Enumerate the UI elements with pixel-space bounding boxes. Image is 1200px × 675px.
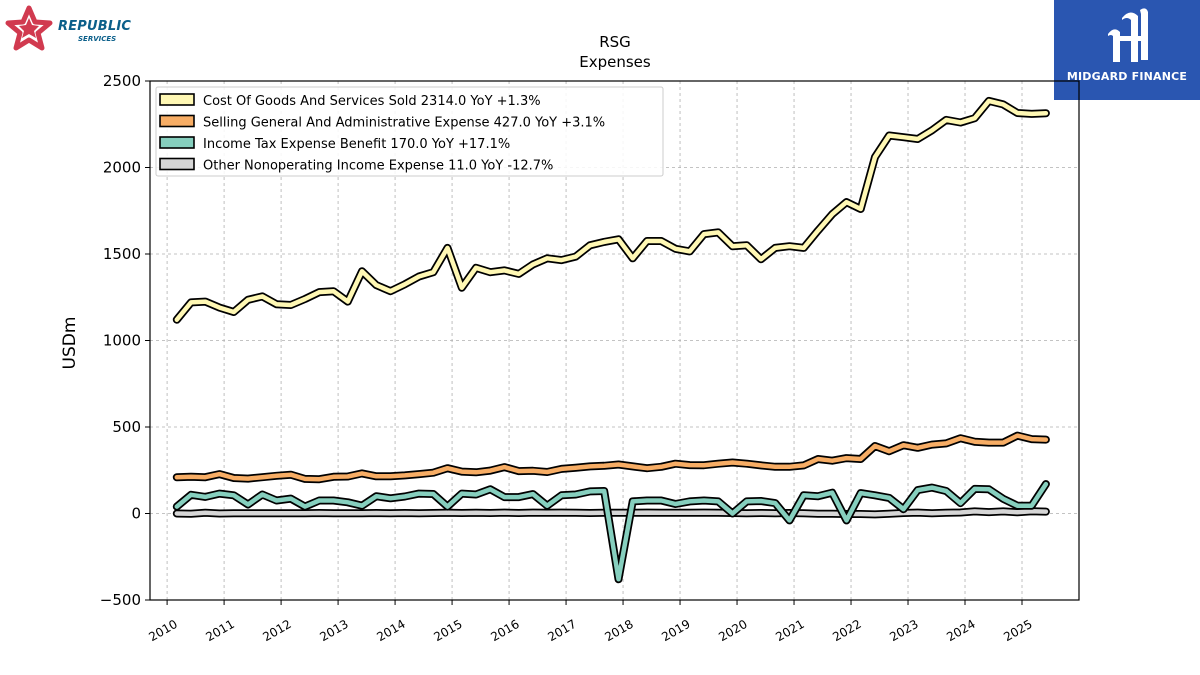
y-tick-label: 2000 bbox=[103, 159, 141, 177]
x-tick-label: 2011 bbox=[203, 617, 236, 644]
series-lines bbox=[172, 96, 1050, 584]
x-tick-label: 2016 bbox=[488, 617, 521, 644]
star-logo-icon bbox=[5, 5, 53, 51]
y-tick-label: 1500 bbox=[103, 245, 141, 263]
legend-swatch bbox=[159, 93, 195, 106]
series-line bbox=[174, 98, 1049, 322]
legend: Cost Of Goods And Services Sold 2314.0 Y… bbox=[155, 86, 664, 177]
y-tick-label: −500 bbox=[100, 591, 141, 609]
y-axis-label: USDm bbox=[60, 317, 80, 370]
x-tick-label: 2020 bbox=[716, 617, 749, 644]
midgard-finance-watermark: MIDGARD FINANCE bbox=[1054, 0, 1200, 100]
legend-label: Other Nonoperating Income Expense 11.0 Y… bbox=[203, 159, 553, 174]
brand-name: REPUBLIC bbox=[58, 19, 132, 34]
x-tick-label: 2010 bbox=[146, 617, 179, 644]
x-tick-label: 2012 bbox=[260, 617, 293, 644]
x-tick-label: 2015 bbox=[431, 617, 464, 644]
y-tick-label: 2500 bbox=[103, 72, 141, 90]
y-tick-label: 1000 bbox=[103, 332, 141, 350]
legend-swatch bbox=[159, 136, 195, 149]
x-tick-label: 2018 bbox=[602, 617, 635, 644]
legend-box bbox=[155, 86, 664, 177]
x-tick-label: 2021 bbox=[773, 617, 806, 644]
watermark-label: MIDGARD FINANCE bbox=[1066, 70, 1188, 83]
legend-swatch bbox=[159, 114, 195, 128]
x-tick-label: 2017 bbox=[545, 617, 578, 644]
brand-subname: SERVICES bbox=[78, 35, 117, 43]
legend-label: Cost Of Goods And Services Sold 2314.0 Y… bbox=[203, 94, 541, 109]
series-line bbox=[174, 481, 1049, 582]
x-tick-label: 2019 bbox=[659, 617, 692, 644]
legend-label: Income Tax Expense Benefit 170.0 YoY +17… bbox=[203, 137, 510, 152]
x-tick-label: 2013 bbox=[317, 617, 350, 644]
midgard-logo-icon bbox=[1108, 8, 1148, 63]
series-line bbox=[174, 433, 1049, 482]
chart-title: RSG bbox=[599, 33, 631, 51]
y-tick-label: 500 bbox=[112, 418, 141, 436]
chart-subtitle: Expenses bbox=[579, 53, 651, 71]
series-outline bbox=[172, 431, 1050, 484]
x-tick-label: 2022 bbox=[830, 617, 863, 644]
x-tick-label: 2025 bbox=[1001, 617, 1034, 644]
republic-services-logo: REPUBLIC SERVICES bbox=[4, 4, 154, 54]
legend-swatch bbox=[159, 157, 195, 171]
x-tick-label: 2024 bbox=[944, 617, 977, 644]
y-tick-label: 0 bbox=[131, 505, 141, 523]
legend-label: Selling General And Administrative Expen… bbox=[203, 116, 605, 131]
x-tick-label: 2023 bbox=[887, 617, 920, 644]
x-tick-label: 2014 bbox=[374, 617, 407, 644]
